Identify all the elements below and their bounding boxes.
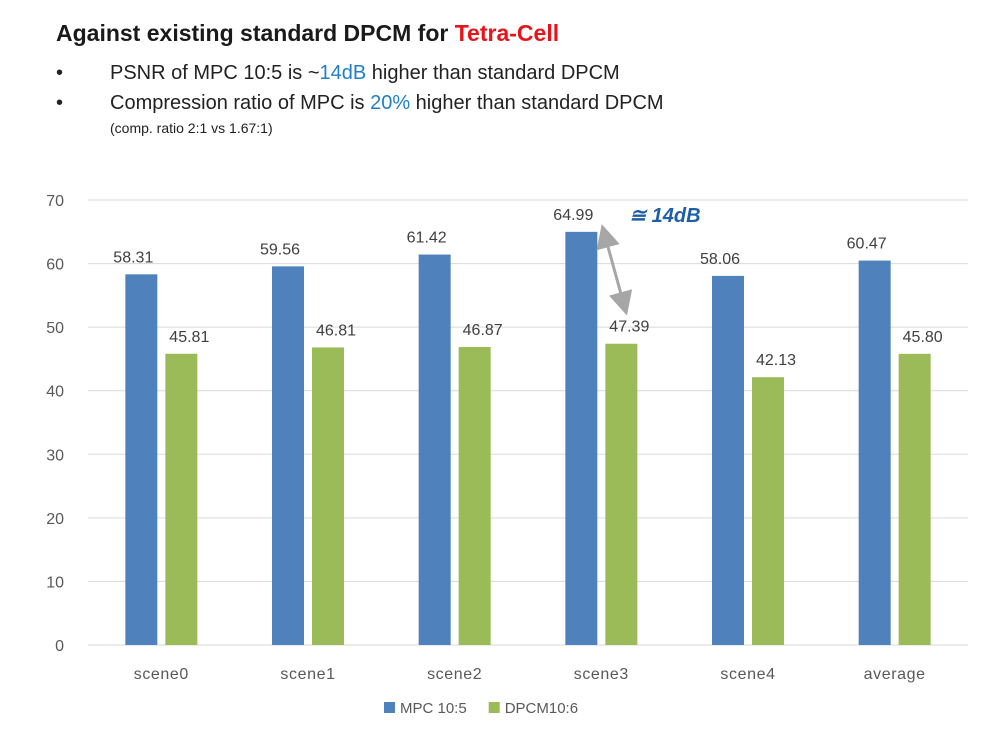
slide-title: Against existing standard DPCM for Tetra… [56, 20, 559, 47]
compression-note: (comp. ratio 2:1 vs 1.67:1) [110, 120, 273, 136]
data-label: 58.31 [113, 249, 153, 266]
x-tick-label: scene2 [427, 666, 482, 683]
bar [712, 275, 744, 645]
bullet-highlight: 20% [370, 92, 411, 114]
data-label: 61.42 [407, 230, 447, 247]
data-label: 45.80 [903, 329, 943, 346]
bullet-text: Compression ratio of MPC is [110, 92, 371, 114]
x-tick-label: scene4 [720, 666, 775, 683]
legend-label: MPC 10:5 [400, 700, 467, 717]
x-tick-label: scene0 [134, 666, 189, 683]
bar [418, 254, 451, 645]
bullet-item-compression: • Compression ratio of MPC is 20% higher… [56, 88, 664, 118]
bar [272, 266, 304, 645]
data-label: 42.13 [756, 352, 796, 369]
y-tick-label: 70 [46, 193, 64, 210]
bar [565, 231, 598, 645]
bar [165, 353, 198, 645]
bar [458, 347, 491, 645]
x-tick-label: scene1 [280, 666, 335, 683]
y-tick-label: 0 [55, 638, 64, 655]
legend-swatch [488, 702, 500, 713]
y-tick-label: 50 [46, 320, 64, 337]
data-label: 64.99 [553, 207, 593, 224]
bar [898, 353, 931, 645]
x-tick-label: average [864, 666, 926, 683]
bullet-text: PSNR of MPC 10:5 is ~ [110, 62, 320, 84]
bullet-dot: • [56, 92, 64, 114]
x-tick-label: scene3 [574, 666, 629, 683]
bullet-text: higher than standard DPCM [410, 92, 664, 114]
bullet-item-psnr: • PSNR of MPC 10:5 is ~14dB higher than … [56, 58, 620, 88]
difference-annotation: ≅ 14dB [629, 205, 700, 227]
legend-label: DPCM10:6 [505, 700, 578, 717]
y-tick-label: 20 [46, 511, 64, 528]
bar [312, 347, 344, 645]
y-tick-label: 60 [46, 257, 64, 274]
data-label: 46.87 [463, 322, 503, 339]
slide-title-highlight: Tetra-Cell [454, 20, 560, 46]
y-tick-label: 30 [46, 447, 64, 464]
bar [125, 274, 158, 645]
bullet-list: • PSNR of MPC 10:5 is ~14dB higher than … [56, 58, 664, 118]
y-tick-label: 40 [46, 384, 64, 401]
slide-title-prefix: Against existing standard DPCM for [56, 20, 455, 46]
difference-arrow [596, 224, 633, 316]
data-label: 59.56 [260, 241, 300, 258]
data-label: 47.39 [609, 319, 649, 336]
bar [605, 343, 638, 645]
legend-swatch [384, 702, 395, 713]
bullet-highlight: 14dB [319, 62, 367, 84]
bullet-text: higher than standard DPCM [366, 62, 620, 84]
y-tick-label: 10 [46, 574, 64, 591]
bar [858, 260, 891, 645]
data-label: 46.81 [316, 322, 356, 339]
data-label: 45.81 [169, 329, 209, 346]
data-label: 58.06 [700, 251, 740, 268]
data-label: 60.47 [847, 236, 887, 253]
bar [752, 377, 784, 645]
bullet-dot: • [56, 62, 64, 84]
